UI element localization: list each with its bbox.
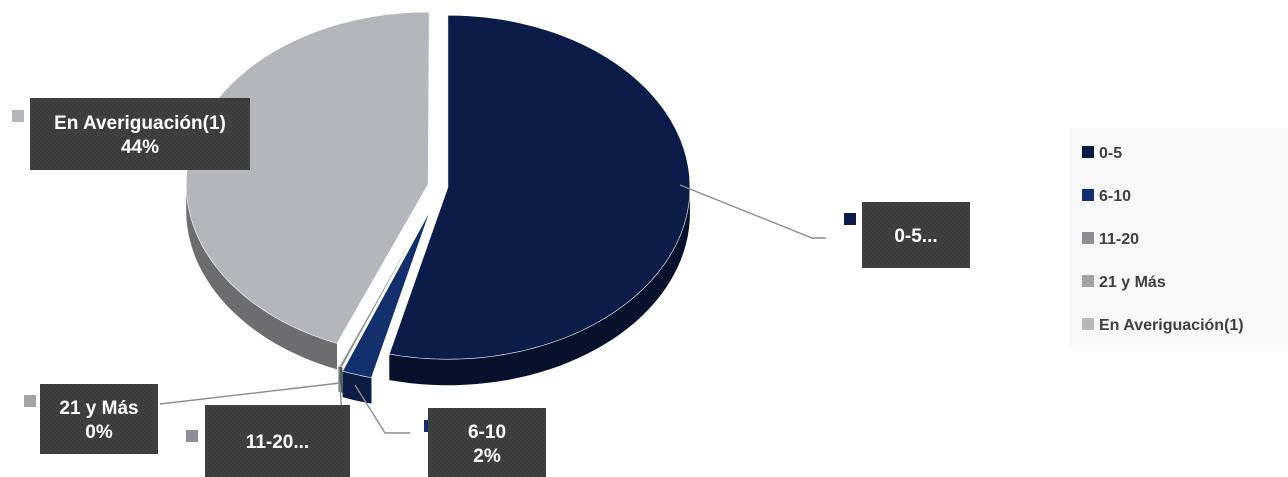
legend-swatch-21-y-mas [1082,275,1094,287]
data-label-box-6-10 [428,408,546,477]
data-label-21-y-mas-line-0: 21 y Más [59,398,138,419]
data-label-box-21-y-mas [40,384,158,454]
data-label-21-y-mas-line-1: 0% [85,422,113,443]
legend-swatch-0-5 [1082,146,1094,158]
slice-side-en-averiguacion-1 [186,184,337,370]
slice-0-5[interactable] [388,14,691,360]
data-label-6-10-line-0: 6-10 [468,422,506,443]
leader-line-0-5 [679,184,826,239]
data-label-box-en-averiguacion-1 [30,98,250,170]
leader-line-21-y-mas [159,382,341,405]
label-marker-en-averiguacion-1 [12,110,24,122]
data-label-0-5-line-0: 0-5... [894,226,937,247]
data-label-11-20-line-0: 11-20... [246,432,309,453]
leader-line-6-10 [354,384,410,434]
slice-side-0-5 [389,187,690,386]
legend-swatch-6-10 [1082,189,1094,201]
data-label-en-averiguacion-1-line-0: En Averiguación(1) [54,113,226,134]
legend-swatch-11-20 [1082,232,1094,244]
label-marker-21-y-mas [24,395,36,407]
legend-item-0-5: 0-5 [1099,145,1122,162]
legend-swatch-en-averiguacion-1 [1082,318,1094,330]
slice-6-10[interactable] [342,210,431,379]
data-label-box-11-20 [205,405,350,477]
slice-side-21-y-mas [338,365,340,392]
data-label-box-0-5 [862,202,970,268]
data-label-en-averiguacion-1-line-1: 44% [121,137,159,158]
legend-background [1070,128,1288,350]
legend-item-11-20: 11-20 [1099,231,1139,248]
label-marker-0-5 [844,213,856,225]
slice-21-y-mas[interactable] [338,206,430,367]
legend: 0-5 6-10 11-20 21 y Más En Averiguación(1) [1070,128,1288,350]
label-marker-11-20 [186,430,198,442]
legend-item-6-10: 6-10 [1099,188,1131,205]
data-label-6-10-line-1: 2% [473,446,501,467]
legend-item-en-averiguacion-1: En Averiguación(1) [1099,317,1244,334]
legend-item-21-y-mas: 21 y Más [1099,274,1166,291]
